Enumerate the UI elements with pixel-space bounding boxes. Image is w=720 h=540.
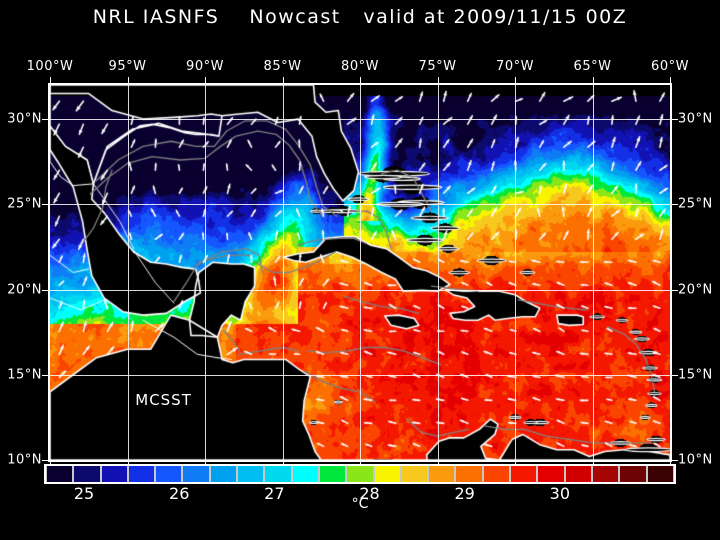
lat-tick-label-left: 25°N bbox=[7, 196, 42, 212]
colorbar-tick-label: 27 bbox=[264, 484, 285, 503]
axis-tick bbox=[127, 77, 129, 83]
lon-tick-label: 70°W bbox=[496, 59, 534, 74]
colorbar-cell bbox=[182, 466, 210, 482]
colorbar-cell bbox=[537, 466, 565, 482]
lat-tick-label-right: 15°N bbox=[678, 367, 713, 383]
colorbar-cell bbox=[591, 466, 620, 482]
graticule-meridian bbox=[127, 85, 129, 460]
colorbar-unit-label: °C bbox=[351, 496, 369, 512]
map-plot-area: MCSST bbox=[48, 83, 672, 462]
graticule-parallel bbox=[50, 374, 670, 376]
colorbar-cell bbox=[564, 466, 592, 482]
graticule-meridian bbox=[592, 85, 594, 460]
axis-tick bbox=[42, 460, 48, 461]
lat-tick-label-left: 15°N bbox=[7, 367, 42, 383]
axis-tick bbox=[670, 77, 671, 83]
colorbar-cell bbox=[400, 466, 429, 482]
colorbar-tick-label: 25 bbox=[73, 484, 95, 503]
lon-tick-label: 80°W bbox=[341, 59, 379, 74]
lon-tick-label: 85°W bbox=[263, 59, 302, 74]
lon-tick-label: 75°W bbox=[418, 59, 457, 74]
lat-tick-label-left: 10°N bbox=[7, 452, 42, 468]
lon-tick-label: 100°W bbox=[26, 59, 74, 74]
lat-tick-label-left: 30°N bbox=[7, 111, 42, 127]
colorbar-cell bbox=[318, 466, 347, 482]
colorbar-cell bbox=[264, 466, 292, 482]
lat-tick-label-right: 20°N bbox=[678, 282, 713, 298]
lon-tick-label: 95°W bbox=[108, 59, 147, 74]
colorbar-cell bbox=[346, 466, 374, 482]
colorbar-cell bbox=[291, 466, 319, 482]
colorbar-cell bbox=[510, 466, 538, 482]
graticule-parallel bbox=[50, 204, 670, 206]
colorbar-cell bbox=[155, 466, 183, 482]
colorbar-tick-label: 29 bbox=[454, 484, 475, 503]
graticule-meridian bbox=[360, 85, 361, 460]
axis-tick bbox=[437, 77, 439, 83]
mcsst-label: MCSST bbox=[135, 390, 192, 409]
axis-tick bbox=[42, 119, 48, 121]
axis-tick bbox=[42, 289, 48, 291]
colorbar-cell bbox=[46, 466, 74, 482]
axis-tick bbox=[282, 77, 284, 83]
lon-tick-label: 90°W bbox=[186, 59, 224, 74]
axis-tick bbox=[672, 289, 678, 291]
axis-tick bbox=[592, 77, 594, 83]
graticule-meridian bbox=[282, 85, 284, 460]
axis-tick bbox=[672, 119, 678, 121]
axis-tick bbox=[672, 460, 678, 461]
lat-tick-label-left: 20°N bbox=[7, 282, 42, 298]
colorbar-cell bbox=[373, 466, 401, 482]
colorbar-cell bbox=[619, 466, 647, 482]
colorbar bbox=[44, 464, 676, 484]
axis-tick bbox=[205, 77, 206, 83]
colorbar-tick-label: 30 bbox=[549, 484, 570, 503]
axis-tick bbox=[42, 204, 48, 206]
colorbar-cell bbox=[646, 466, 674, 482]
graticule-meridian bbox=[515, 85, 516, 460]
colorbar-tick-label: 26 bbox=[169, 484, 190, 503]
colorbar-cell bbox=[237, 466, 265, 482]
figure-title: NRL IASNFS Nowcast valid at 2009/11/15 0… bbox=[92, 6, 628, 28]
colorbar-tick-label: 28 bbox=[359, 484, 380, 503]
lon-tick-label: 65°W bbox=[573, 59, 612, 74]
lat-tick-label-right: 10°N bbox=[678, 452, 713, 468]
axis-tick bbox=[672, 204, 678, 206]
graticule-parallel bbox=[50, 119, 670, 121]
axis-tick bbox=[50, 77, 51, 83]
lon-tick-label: 60°W bbox=[651, 59, 689, 74]
lat-tick-label-right: 30°N bbox=[678, 111, 713, 127]
lat-tick-label-right: 25°N bbox=[678, 196, 713, 212]
colorbar-cell bbox=[428, 466, 456, 482]
graticule-parallel bbox=[50, 289, 670, 291]
colorbar-cell bbox=[482, 466, 511, 482]
colorbar-cell bbox=[455, 466, 483, 482]
graticule-meridian bbox=[205, 85, 206, 460]
colorbar-cell bbox=[73, 466, 101, 482]
colorbar-cell bbox=[127, 466, 156, 482]
colorbar-cell bbox=[209, 466, 238, 482]
axis-tick bbox=[515, 77, 516, 83]
axis-tick bbox=[42, 374, 48, 376]
graticule-meridian bbox=[437, 85, 439, 460]
axis-tick bbox=[672, 374, 678, 376]
colorbar-cell bbox=[100, 466, 128, 482]
axis-tick bbox=[360, 77, 361, 83]
